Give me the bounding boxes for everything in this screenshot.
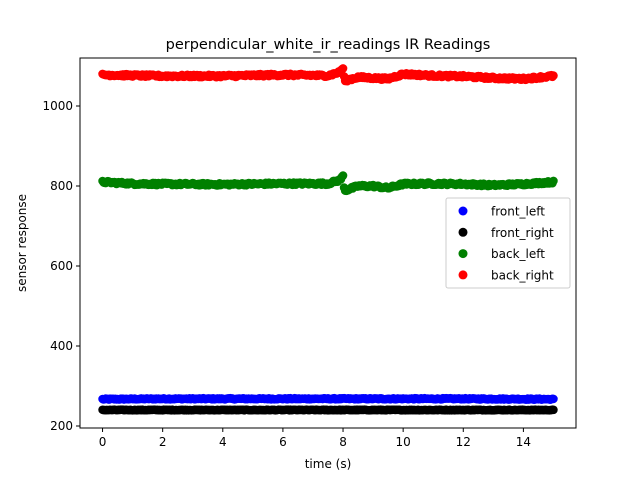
y-tick-label: 400	[50, 339, 73, 353]
legend-marker	[458, 206, 468, 216]
y-tick-label: 200	[50, 419, 73, 433]
legend-label: back_right	[491, 268, 554, 282]
data-point	[338, 171, 348, 180]
data-point	[549, 394, 558, 404]
legend-box	[445, 197, 571, 289]
series-front_right	[98, 405, 558, 415]
legend-marker	[458, 227, 468, 237]
legend-marker	[458, 249, 468, 259]
y-tick-label: 1000	[42, 99, 73, 113]
x-tick-label: 14	[516, 435, 531, 449]
x-tick-label: 8	[339, 435, 347, 449]
y-axis-label: sensor response	[15, 194, 29, 292]
series-front_left	[98, 393, 558, 405]
data-point	[549, 176, 558, 186]
x-tick-label: 10	[396, 435, 411, 449]
points-layer	[98, 64, 558, 415]
legend-label: front_left	[491, 205, 545, 219]
x-tick-label: 2	[159, 435, 167, 449]
y-axis: 200 400 600 800 1000	[42, 99, 80, 433]
plot-frame	[79, 57, 577, 429]
x-axis: 0 2 4 6 8 10 12 14	[99, 428, 531, 449]
x-tick-label: 6	[279, 435, 287, 449]
series-back_right	[98, 64, 558, 86]
x-axis-label: time (s)	[305, 457, 352, 471]
legend: front_left front_right back_left back_right	[445, 197, 571, 289]
data-point	[338, 64, 348, 73]
x-tick-label: 0	[99, 435, 107, 449]
data-point	[549, 71, 558, 80]
legend-label: front_right	[491, 226, 554, 240]
y-tick-label: 600	[50, 259, 73, 273]
y-tick-label: 800	[50, 179, 73, 193]
chart-title: perpendicular_white_ir_readings IR Readi…	[166, 37, 491, 53]
legend-marker	[458, 270, 468, 280]
data-point	[549, 405, 558, 415]
series-back_left	[98, 171, 558, 196]
legend-label: back_left	[491, 247, 545, 261]
x-tick-label: 4	[219, 435, 227, 449]
x-tick-label: 12	[456, 435, 471, 449]
